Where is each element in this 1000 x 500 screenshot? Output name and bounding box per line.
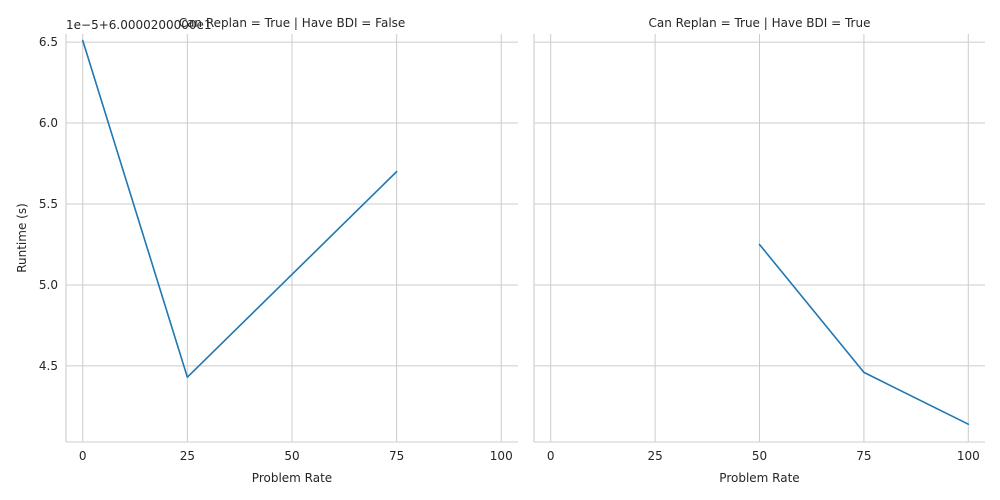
x-tick-label: 50 — [752, 449, 767, 463]
x-axis-label: Problem Rate — [719, 471, 799, 485]
x-tick-label: 0 — [547, 449, 555, 463]
y-tick-label: 6.5 — [39, 35, 58, 49]
y-offset-label: 1e−5+6.0000200000e1 — [66, 18, 212, 32]
x-tick-label: 100 — [490, 449, 513, 463]
x-tick-label: 25 — [180, 449, 195, 463]
y-tick-label: 6.0 — [39, 116, 58, 130]
x-tick-label: 25 — [647, 449, 662, 463]
panel-title: Can Replan = True | Have BDI = False — [179, 16, 406, 30]
x-tick-label: 50 — [284, 449, 299, 463]
y-axis-label: Runtime (s) — [15, 203, 29, 273]
x-tick-label: 0 — [79, 449, 87, 463]
y-tick-label: 5.0 — [39, 278, 58, 292]
x-tick-label: 75 — [389, 449, 404, 463]
panel-title: Can Replan = True | Have BDI = True — [649, 16, 871, 30]
y-tick-label: 5.5 — [39, 197, 58, 211]
x-axis-label: Problem Rate — [252, 471, 332, 485]
x-tick-label: 75 — [856, 449, 871, 463]
y-tick-label: 4.5 — [39, 359, 58, 373]
series-line — [81, 39, 398, 379]
x-tick-label: 100 — [957, 449, 980, 463]
